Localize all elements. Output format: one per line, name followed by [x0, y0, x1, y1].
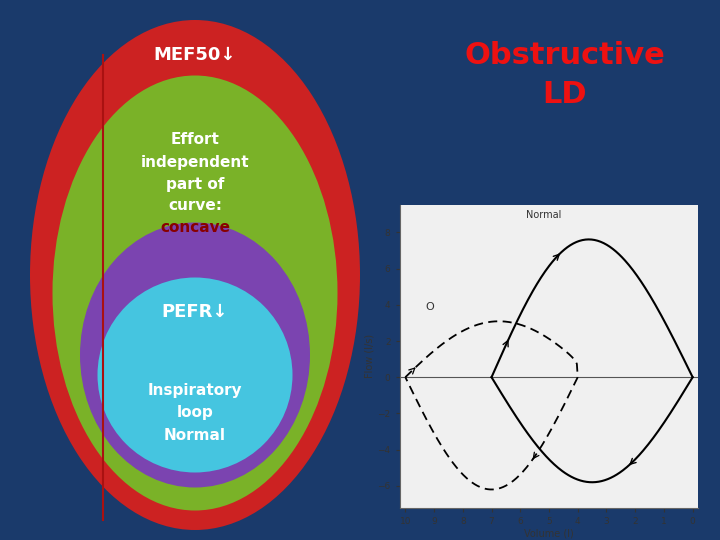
Ellipse shape — [80, 222, 310, 488]
Y-axis label: Flow (l/s): Flow (l/s) — [364, 334, 374, 379]
X-axis label: Volume (l): Volume (l) — [524, 529, 574, 538]
Text: Obstructive
LD: Obstructive LD — [464, 42, 665, 109]
Text: MEF50↓: MEF50↓ — [154, 46, 236, 64]
Text: part of: part of — [166, 177, 224, 192]
Ellipse shape — [53, 76, 338, 510]
Text: loop: loop — [176, 406, 213, 421]
Text: independent: independent — [140, 154, 249, 170]
Ellipse shape — [97, 278, 292, 472]
Text: curve:: curve: — [168, 199, 222, 213]
Text: O: O — [426, 302, 434, 312]
Text: Inspiratory: Inspiratory — [148, 382, 243, 397]
Ellipse shape — [30, 20, 360, 530]
Text: PEFR↓: PEFR↓ — [162, 303, 228, 321]
Text: concave: concave — [160, 220, 230, 235]
Text: Normal: Normal — [526, 210, 562, 220]
Text: Effort: Effort — [171, 132, 220, 147]
Text: Normal: Normal — [164, 429, 226, 443]
